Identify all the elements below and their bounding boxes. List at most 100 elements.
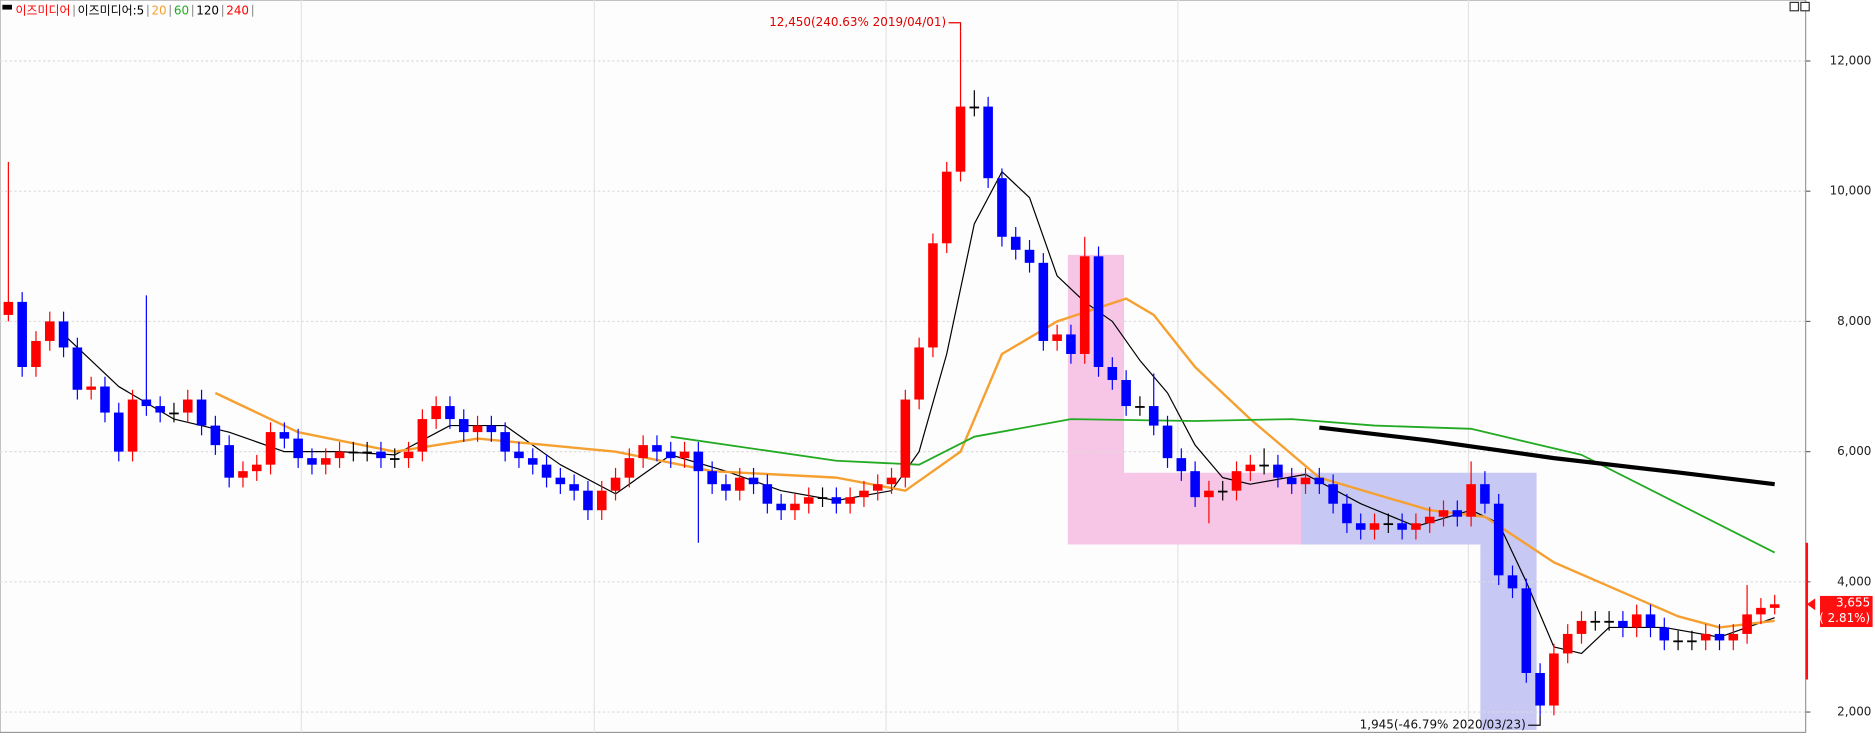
candle-body [362, 451, 372, 454]
candle-body [583, 490, 593, 511]
candle-body [1342, 503, 1352, 524]
candle-body [569, 484, 579, 491]
window-button[interactable] [1800, 1, 1810, 12]
candle-body [1411, 523, 1421, 530]
candle-body [638, 445, 648, 459]
candle-body [389, 458, 400, 460]
candle-body [196, 399, 207, 426]
y-tick-label: 2,000 [1837, 705, 1871, 719]
candle-body [1038, 262, 1049, 341]
candle-body [141, 399, 152, 407]
candle-body [58, 321, 69, 348]
candle-body [610, 477, 621, 491]
candle-body [155, 406, 165, 413]
candle-body [1259, 464, 1269, 467]
candle-body [17, 301, 27, 367]
candle-body [279, 432, 290, 439]
candle-body [182, 399, 193, 413]
candle-body [955, 106, 966, 172]
y-tick-label: 6,000 [1837, 444, 1871, 458]
candle-body [1535, 672, 1545, 706]
candle-body [1079, 256, 1090, 354]
candle-body [900, 399, 911, 478]
candle-body [44, 321, 55, 341]
vertical-grid [300, 0, 1470, 733]
candle-body [113, 412, 124, 452]
candle-body [1742, 614, 1752, 634]
candle-body [1148, 406, 1159, 426]
candle-body [555, 477, 566, 485]
candle-body [1383, 523, 1394, 526]
candle-body [1204, 490, 1214, 498]
candle-body [1645, 614, 1656, 628]
candle-body [693, 451, 704, 472]
candle-body [500, 432, 510, 452]
candle-body [665, 451, 676, 459]
candle-body [1424, 516, 1435, 524]
candle-body [31, 340, 41, 367]
candle-body [1618, 620, 1628, 628]
legend-entry: 이즈미디어 [16, 3, 71, 17]
candle-body [1190, 471, 1200, 498]
y-tick-label: 4,000 [1837, 574, 1871, 588]
candle-body [1700, 633, 1711, 641]
candle-body [320, 458, 331, 465]
candles [3, 31, 1780, 716]
low-arrow [1528, 715, 1541, 726]
candle-body [941, 171, 952, 244]
candle-body [872, 484, 883, 491]
candle-body [127, 399, 138, 452]
legend-entry: 240 [226, 3, 249, 17]
candle-body [1687, 640, 1697, 643]
last-price-label: 3,655 [1836, 596, 1870, 610]
candle-body [1162, 425, 1173, 459]
candle-body [1121, 380, 1131, 407]
lines [63, 171, 1776, 655]
candle-body [803, 497, 814, 504]
candle-body [1604, 620, 1614, 623]
change-label: ( 2.81%) [1819, 611, 1870, 625]
candle-body [100, 386, 110, 413]
legend-entry: 20 [151, 3, 166, 17]
candle-body [1480, 484, 1490, 504]
candle-body [845, 497, 855, 504]
candle-body [238, 471, 248, 478]
candle-body [1590, 620, 1601, 623]
candle-body [1286, 477, 1297, 485]
candle-body [1728, 633, 1739, 641]
candle-body [1631, 614, 1642, 628]
candle-body [1507, 575, 1518, 589]
candle-body [1231, 471, 1242, 491]
candle-body [624, 458, 635, 478]
ma-line [214, 297, 1775, 629]
candle-body [1217, 490, 1228, 493]
candle-body [1452, 510, 1463, 517]
last-price-box [1819, 595, 1873, 628]
candle-body [1466, 484, 1476, 517]
highlight-box [1067, 254, 1302, 545]
candle-body [1562, 633, 1573, 654]
high-label: 12,450(240.63% 2019/04/01) [769, 15, 946, 29]
candle-body [1245, 464, 1256, 472]
labels: 12,450(240.63% 2019/04/01) 1,945(-46.79% … [2, 3, 1873, 732]
candle-body [1756, 607, 1766, 615]
candle-body [376, 451, 386, 459]
y-tick-label: 8,000 [1837, 314, 1871, 328]
window-button[interactable] [1789, 1, 1800, 12]
candle-body [1314, 477, 1325, 485]
candle-body [983, 106, 993, 179]
candle-body [334, 451, 345, 459]
candle-body [1673, 640, 1683, 643]
candle-body [596, 490, 607, 511]
candle-body [1328, 484, 1338, 504]
candle-body [348, 451, 359, 454]
candle-body [734, 477, 745, 491]
candle-body [486, 425, 497, 433]
candle-body [445, 406, 455, 420]
candle-body [1369, 523, 1380, 530]
candle-body [1714, 633, 1725, 641]
candle-body [1300, 477, 1311, 485]
candle-body [72, 347, 83, 390]
